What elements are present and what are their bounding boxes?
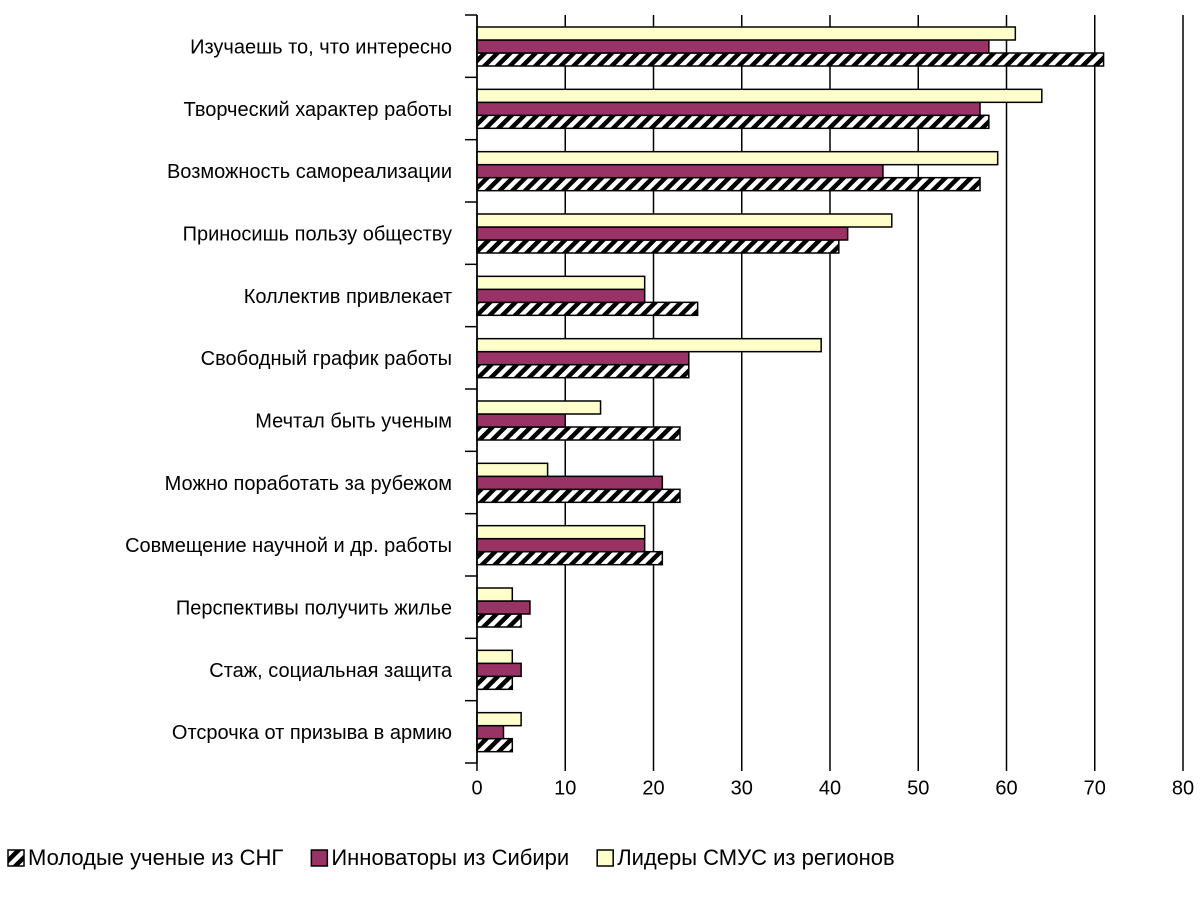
bar — [476, 675, 514, 691]
legend-label: Лидеры СМУС из регионов — [617, 845, 894, 870]
bar — [476, 101, 981, 117]
bar — [476, 550, 664, 566]
x-tick-label: 20 — [642, 777, 664, 799]
x-tick-label: 0 — [471, 777, 482, 799]
x-tick-label: 50 — [907, 777, 929, 799]
y-tick-label: Возможность самореализации — [167, 161, 452, 183]
bar — [476, 39, 990, 54]
legend-swatch — [596, 849, 614, 867]
bar — [476, 301, 699, 317]
bar — [476, 26, 1017, 41]
bar — [476, 724, 505, 740]
x-tick-label: 40 — [819, 777, 841, 799]
bar — [476, 288, 646, 304]
legend-label: Инноваторы из Сибири — [331, 845, 569, 870]
legend-swatch — [310, 849, 329, 867]
bar — [476, 88, 1043, 104]
bar — [476, 587, 514, 602]
bar — [476, 275, 646, 291]
bar — [476, 613, 522, 628]
y-tick-label: Можно поработать за рубежом — [165, 473, 452, 495]
bar — [476, 711, 522, 727]
bar — [476, 176, 981, 192]
bar — [476, 475, 664, 491]
legend-swatch — [7, 849, 25, 867]
bar — [476, 537, 646, 553]
bar — [476, 524, 646, 540]
y-tick-label: Изучаешь то, что интересно — [190, 36, 452, 58]
bar — [476, 662, 522, 678]
y-tick-label: Свободный график работы — [201, 348, 452, 370]
bar — [476, 600, 531, 615]
y-tick-label: Отсрочка от призыва в армию — [172, 722, 452, 744]
bar — [476, 163, 884, 179]
x-tick-label: 30 — [731, 777, 753, 799]
x-tick-label: 10 — [554, 777, 576, 799]
bar — [476, 150, 999, 166]
bar — [476, 400, 602, 415]
y-tick-label: Стаж, социальная защита — [209, 660, 453, 682]
y-tick-label: Коллектив привлекает — [244, 286, 452, 308]
y-tick-label: Совмещение научной и др. работы — [125, 535, 452, 557]
bar — [476, 350, 690, 366]
bar — [476, 488, 681, 504]
legend-label: Молодые ученые из СНГ — [28, 845, 283, 870]
x-tick-label: 60 — [995, 777, 1017, 799]
y-tick-label: Творческий характер работы — [183, 99, 452, 121]
bar — [476, 413, 566, 428]
x-tick-label: 70 — [1084, 777, 1106, 799]
y-tick-label: Перспективы получить жилье — [176, 597, 452, 619]
bar — [476, 649, 514, 665]
bar — [476, 363, 690, 379]
x-tick-label: 80 — [1172, 777, 1194, 799]
legend: Молодые ученые из СНГ Инноваторы из Сибир… — [7, 845, 895, 870]
y-tick-label: Мечтал быть ученым — [255, 410, 452, 432]
bar — [476, 239, 840, 254]
bar — [476, 426, 681, 441]
bar — [476, 737, 514, 753]
bar — [476, 226, 849, 241]
bar — [476, 337, 822, 353]
bar — [476, 114, 990, 130]
y-tick-label: Приносишь пользу обществу — [183, 223, 452, 245]
bar — [476, 462, 549, 478]
bar — [476, 213, 893, 228]
bar — [476, 52, 1105, 67]
